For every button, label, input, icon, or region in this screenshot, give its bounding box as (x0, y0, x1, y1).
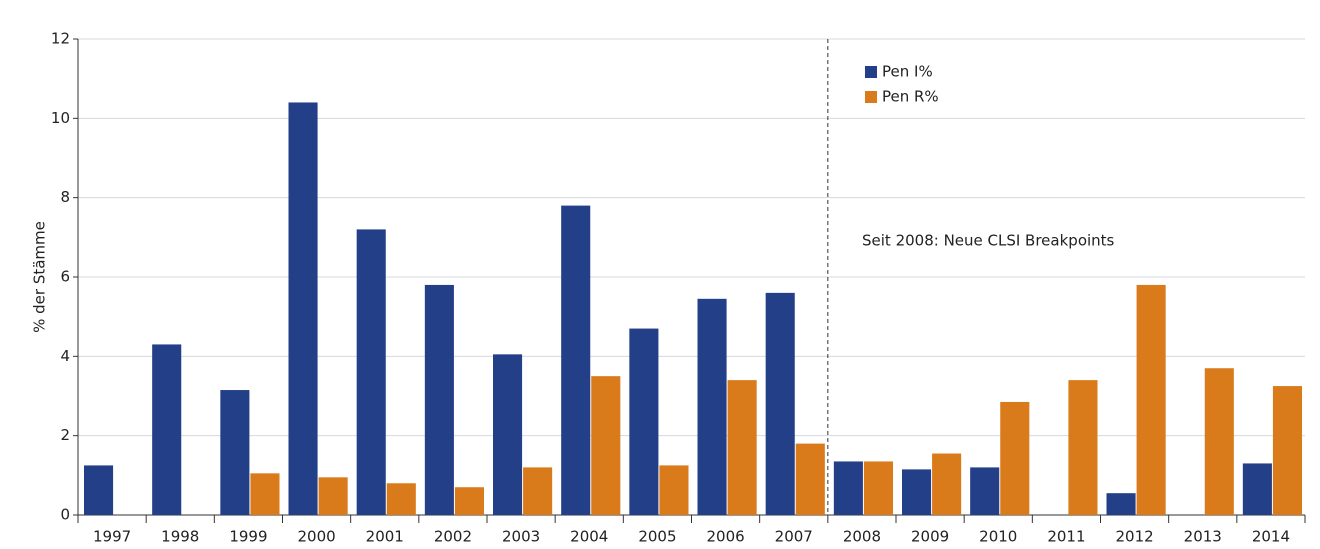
x-tick-label: 2007 (775, 528, 813, 546)
bar (523, 467, 553, 515)
x-tick-label: 2012 (1115, 528, 1153, 546)
bar (561, 205, 591, 515)
y-tick-label: 0 (60, 506, 70, 524)
y-tick-label: 6 (60, 268, 70, 286)
bar (250, 473, 280, 515)
bar (970, 467, 1000, 515)
y-axis-label: % der Stämme (31, 221, 49, 333)
bar (386, 483, 416, 515)
x-tick-label: 2011 (1047, 528, 1085, 546)
x-tick-label: 2003 (502, 528, 540, 546)
bar (220, 390, 250, 515)
x-tick-label: 2009 (911, 528, 949, 546)
x-tick-label: 2004 (570, 528, 608, 546)
legend-label: Pen R% (882, 88, 939, 106)
bar (424, 284, 454, 515)
legend-swatch (865, 66, 877, 78)
bar (795, 443, 825, 515)
bar (727, 380, 757, 515)
x-tick-label: 2006 (706, 528, 744, 546)
bar (84, 465, 114, 515)
y-tick-label: 2 (60, 426, 70, 444)
bar (1068, 380, 1098, 515)
bar (1106, 493, 1136, 515)
bar (1242, 463, 1272, 515)
x-tick-label: 2008 (843, 528, 881, 546)
x-tick-label: 2014 (1252, 528, 1290, 546)
x-tick-label: 1997 (93, 528, 131, 546)
x-tick-label: 2002 (434, 528, 472, 546)
bar (454, 487, 484, 515)
y-tick-label: 10 (51, 109, 70, 127)
y-tick-label: 4 (60, 347, 70, 365)
bar (152, 344, 182, 515)
bar (863, 461, 893, 515)
x-tick-label: 2005 (638, 528, 676, 546)
bar (288, 102, 318, 515)
bar (697, 298, 727, 515)
bar (833, 461, 863, 515)
bar (356, 229, 386, 515)
bar (629, 328, 659, 515)
bar (902, 469, 932, 515)
x-tick-label: 2013 (1184, 528, 1222, 546)
x-tick-label: 2010 (979, 528, 1017, 546)
annotation: Seit 2008: Neue CLSI Breakpoints (862, 232, 1115, 250)
legend-swatch (865, 91, 877, 103)
y-tick-label: 8 (60, 188, 70, 206)
bar (1136, 284, 1166, 515)
bar (591, 376, 621, 515)
x-tick-label: 2000 (297, 528, 335, 546)
bar (1204, 368, 1234, 515)
x-tick-label: 2001 (366, 528, 404, 546)
bar (1272, 386, 1302, 515)
y-tick-label: 12 (51, 30, 70, 48)
bar (932, 453, 962, 515)
bar (1000, 401, 1030, 515)
bar (493, 354, 523, 515)
bar (318, 477, 348, 515)
legend-label: Pen I% (882, 63, 933, 81)
x-tick-label: 1998 (161, 528, 199, 546)
bar (765, 292, 795, 515)
bar (659, 465, 689, 515)
x-tick-label: 1999 (229, 528, 267, 546)
